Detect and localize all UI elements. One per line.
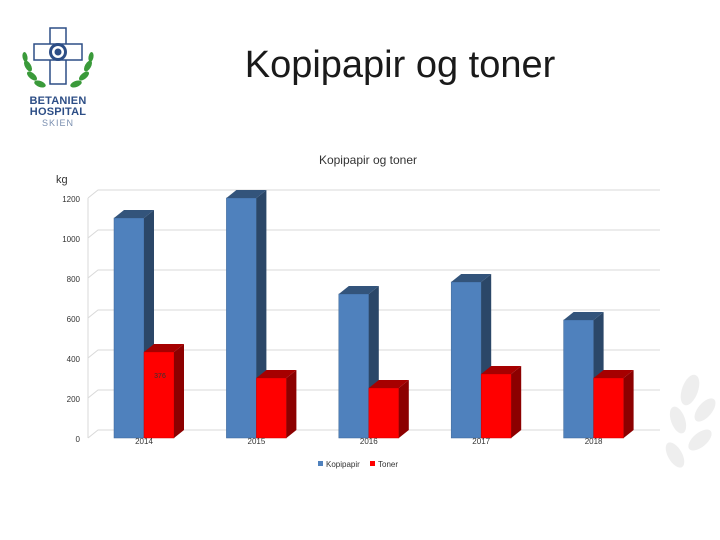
legend: Kopipapir Toner: [318, 460, 398, 469]
cross-emblem-icon: [22, 27, 94, 88]
logo-line-1: BETANIEN: [29, 95, 87, 107]
bar-side: [174, 344, 184, 438]
bar-front: [480, 373, 512, 439]
logo-line-3: SKIEN: [41, 118, 74, 128]
y-axis-ticks: 0 200 400 600 800 1000 1200: [62, 195, 80, 444]
bar-side: [398, 380, 409, 438]
bar-toner-2014: [143, 344, 184, 439]
x-tick-label: 2016: [360, 437, 378, 446]
bar-toner-2017: [480, 366, 522, 439]
y-tick-label: 600: [67, 315, 81, 324]
bar-toner-2018: [593, 370, 634, 439]
slide-title: Kopipapir og toner: [244, 44, 556, 86]
bar-side: [623, 370, 634, 438]
bar-side: [511, 366, 522, 438]
bar-front: [593, 377, 624, 439]
bar-top: [114, 210, 154, 218]
bar-toner-2016: [368, 380, 409, 439]
bar-top: [451, 274, 492, 282]
bar-front: [113, 217, 145, 439]
bar-kopipapir-2017: [450, 274, 492, 439]
bar-top: [338, 286, 379, 294]
x-tick-label: 2018: [585, 437, 603, 446]
bar-top: [256, 370, 297, 378]
bar-top: [563, 312, 604, 320]
y-tick-label: 1000: [62, 235, 80, 244]
x-axis-ticks: 2014 2015 2016 2017 2018: [135, 437, 603, 446]
data-label: 376: [154, 373, 166, 380]
x-tick-label: 2014: [135, 437, 153, 446]
x-tick-label: 2017: [472, 437, 490, 446]
grid-line: [87, 189, 660, 199]
bar-top: [144, 344, 184, 352]
bar-top: [226, 190, 267, 198]
legend-label: Toner: [378, 460, 398, 469]
y-tick-label: 200: [67, 395, 81, 404]
bar-front: [143, 351, 175, 439]
legend-label: Kopipapir: [326, 460, 360, 469]
grid-line: [87, 229, 660, 239]
leaf-decoration-icon: [665, 374, 716, 468]
chart-title: Kopipapir og toner: [319, 153, 417, 167]
logo-line-2: HOSPITAL: [29, 106, 87, 118]
bar-top: [368, 380, 409, 388]
y-tick-label: 400: [67, 355, 81, 364]
bar-front: [368, 387, 400, 439]
y-tick-label: 800: [67, 275, 81, 284]
legend-swatch: [318, 461, 323, 466]
bar-front: [226, 197, 257, 439]
bars: [113, 190, 634, 439]
bar-front: [256, 377, 287, 439]
grid-line: [87, 269, 660, 279]
data-labels: 376: [154, 373, 166, 380]
bar-front: [450, 281, 482, 439]
bar-front: [338, 293, 370, 439]
bar-toner-2015: [256, 370, 297, 439]
y-axis-label: kg: [56, 174, 68, 186]
legend-swatch: [370, 461, 375, 466]
bar-top: [593, 370, 634, 378]
bar-top: [481, 366, 522, 374]
y-tick-label: 1200: [62, 195, 80, 204]
hospital-logo: BETANIEN HOSPITAL SKIEN: [18, 24, 98, 128]
bar-front: [563, 319, 594, 439]
bar-side: [286, 370, 297, 438]
y-tick-label: 0: [76, 435, 81, 444]
x-tick-label: 2015: [248, 437, 266, 446]
